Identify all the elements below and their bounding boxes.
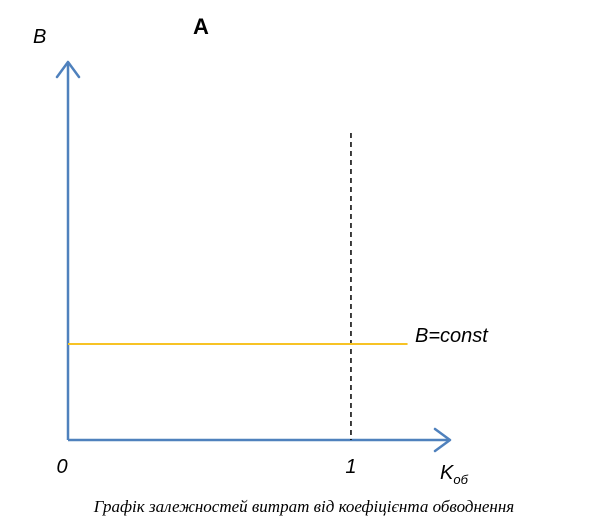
figure-caption: Графік залежностей витрат від коефіцієнт… (93, 497, 515, 516)
y-axis-label: B (33, 26, 46, 48)
x-axis-label: Kоб (440, 462, 469, 487)
chart-title: A (193, 14, 209, 39)
x-axis-label-subscript: об (453, 472, 468, 487)
x-tick-label-1: 1 (345, 456, 356, 478)
x-axis-arrow (433, 427, 452, 453)
x-axis-label-main: K (440, 462, 455, 484)
x-tick-label-0: 0 (56, 456, 67, 478)
series-label: B=const (415, 325, 489, 347)
y-axis-arrow (55, 60, 81, 79)
